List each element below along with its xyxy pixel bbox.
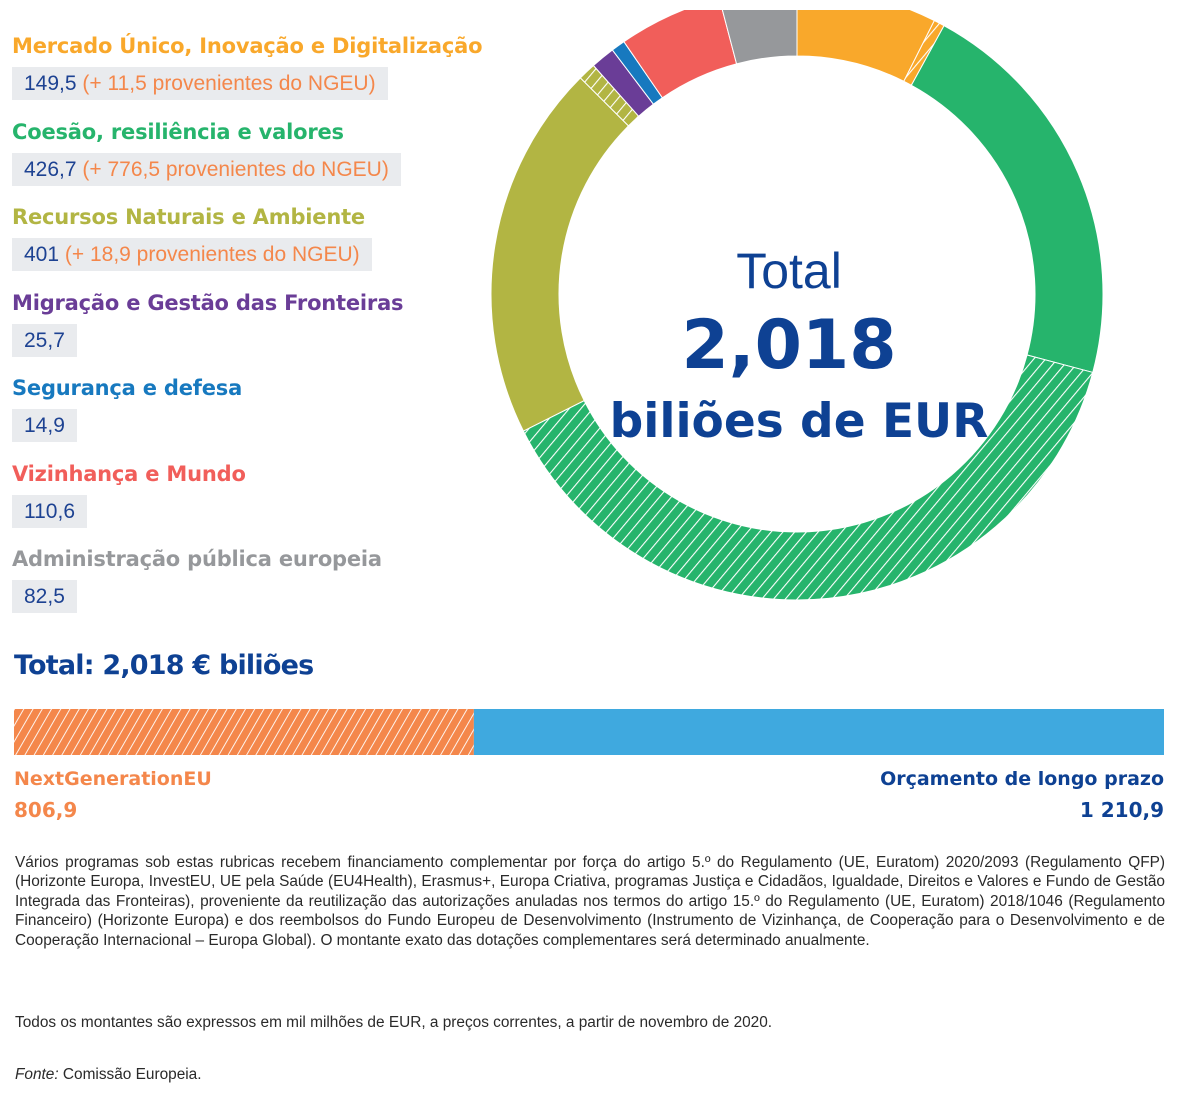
units-note: Todos os montantes são expressos em mil …: [15, 1014, 773, 1031]
legend-value: 25,7: [24, 328, 65, 352]
ngeu-label: NextGenerationEU: [14, 768, 212, 790]
legend-item-migracao-e-gestao-das-fronteiras: Migração e Gestão das Fronteiras 25,7: [12, 287, 482, 373]
source-note: Fonte: Comissão Europeia.: [15, 1066, 202, 1084]
legend-value-box: 14,9: [12, 409, 77, 442]
legend-item-mercado-unico-inovacao-e-digitalizacao: Mercado Único, Inovação e Digitalização 1…: [12, 30, 483, 116]
legend-item-administracao-publica-europeia: Administração pública europeia 82,5: [12, 543, 482, 629]
legend-value: 110,6: [24, 499, 75, 523]
legend-value-box: 25,7: [12, 323, 77, 357]
legend-value: 401: [24, 243, 60, 266]
long-term-budget-label: Orçamento de longo prazo: [880, 768, 1164, 790]
legend-value-box: 110,6: [12, 494, 87, 528]
legend-value: 426,7: [24, 157, 77, 181]
legend-item-recursos-naturais-e-ambiente: Recursos Naturais e Ambiente 401 (+ 18,9 …: [12, 201, 482, 287]
long-term-budget-value: 1 210,9: [1079, 798, 1164, 822]
donut-slice-ngeu-coesao-resiliencia-e-valores: [522, 354, 1094, 600]
legend-value: 149,5: [24, 72, 77, 95]
bar-total-heading: Total: 2,018 € biliões: [14, 650, 314, 681]
legend-value-box: 149,5 (+ 11,5 provenientes do NGEU): [12, 67, 388, 100]
category-legend: Mercado Único, Inovação e Digitalização 1…: [12, 30, 483, 629]
donut-center-total: 2,018: [681, 306, 896, 385]
legend-value-box: 426,7 (+ 776,5 provenientes do NGEU): [12, 152, 401, 186]
bar-segment-orcamento-de-longo-prazo: [473, 709, 1164, 755]
legend-title: Recursos Naturais e Ambiente: [12, 205, 365, 229]
legend-ngeu-extra: (+ 18,9 provenientes do NGEU): [59, 243, 360, 266]
legend-item-coesao-resiliencia-e-valores: Coesão, resiliência e valores 426,7 (+ 77…: [12, 116, 482, 202]
footnote: Vários programas sob estas rubricas rece…: [15, 854, 1165, 949]
legend-title: Administração pública europeia: [12, 547, 382, 571]
source-label: Fonte:: [15, 1066, 59, 1083]
legend-title: Segurança e defesa: [12, 376, 243, 400]
donut-center-unit: biliões de EUR: [610, 394, 989, 449]
legend-value: 14,9: [24, 414, 65, 437]
legend-title: Migração e Gestão das Fronteiras: [12, 290, 404, 315]
budget-split-bar: [14, 709, 1164, 755]
legend-value-box: 401 (+ 18,9 provenientes do NGEU): [12, 238, 372, 271]
ngeu-value: 806,9: [14, 798, 78, 822]
legend-value: 82,5: [24, 585, 65, 608]
legend-title: Vizinhança e Mundo: [12, 461, 246, 486]
donut-slice-recursos-naturais-e-ambiente: [490, 77, 630, 432]
donut-chart: Total 2,018 biliões de EUR: [490, 10, 1104, 600]
legend-item-vizinhanca-e-mundo: Vizinhança e Mundo 110,6: [12, 458, 482, 544]
donut-slice-administracao-publica-europeia: [721, 10, 798, 65]
legend-value-box: 82,5: [12, 580, 77, 613]
legend-title: Mercado Único, Inovação e Digitalização: [12, 34, 483, 58]
donut-center-label: Total: [736, 243, 842, 299]
legend-ngeu-extra: (+ 11,5 provenientes do NGEU): [76, 72, 376, 95]
donut-slice-coesao-resiliencia-e-valores: [910, 24, 1104, 374]
legend-ngeu-extra: (+ 776,5 provenientes do NGEU): [76, 157, 389, 181]
legend-title: Coesão, resiliência e valores: [12, 119, 344, 144]
bar-segment-nextgenerationeu: [14, 709, 474, 755]
legend-item-seguranca-e-defesa: Segurança e defesa 14,9: [12, 372, 482, 458]
source-value: Comissão Europeia.: [62, 1066, 202, 1083]
